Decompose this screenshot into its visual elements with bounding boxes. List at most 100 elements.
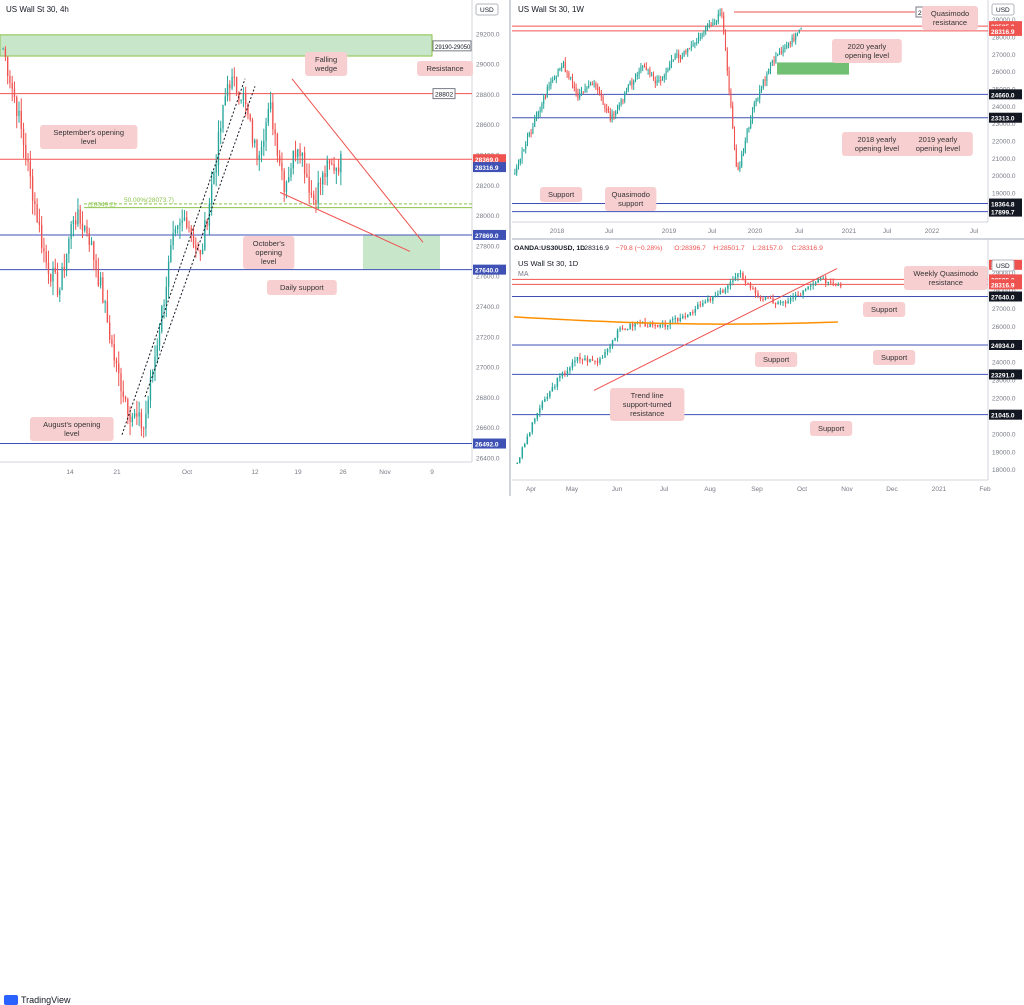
candle-body <box>564 372 566 374</box>
level-tag: 21045.0 <box>991 413 1015 420</box>
annotation-2018-open-bg <box>842 132 912 156</box>
chart-1w[interactable]: 29000.028000.027000.026000.025000.024000… <box>512 0 1024 238</box>
candle-body <box>555 76 557 79</box>
candle-body <box>570 76 572 78</box>
candle-body <box>727 285 729 290</box>
annotation-quasimodo-res: Quasimodo <box>931 9 969 18</box>
candle-body <box>604 104 606 109</box>
annotation-weekly-qm: resistance <box>929 278 963 287</box>
x-tick-label: 2021 <box>932 486 947 493</box>
candle-body <box>726 50 728 71</box>
candle-body <box>789 298 792 302</box>
candle-body <box>9 76 11 84</box>
candle-body <box>559 69 561 71</box>
wedge-upper <box>291 78 424 243</box>
x-tick-label: Jul <box>970 228 979 235</box>
candle-body <box>786 45 788 48</box>
candle-body <box>751 109 754 121</box>
candle-body <box>729 281 732 286</box>
candle-body <box>622 100 624 102</box>
annotation-oct-open: October's <box>253 239 285 248</box>
candle-body <box>34 200 36 205</box>
candle-body <box>749 282 752 288</box>
chart-4h[interactable]: 29200.029000.028800.028600.028400.028200… <box>0 0 508 496</box>
candle-body <box>601 357 604 359</box>
candle-body <box>757 293 759 297</box>
annotation-aug-open: August's opening <box>43 420 100 429</box>
level-tag-bg <box>989 206 1022 217</box>
ohlc-value: −79.8 (−0.28%) <box>616 245 663 252</box>
candle-body <box>111 339 113 345</box>
candle-body <box>521 151 523 159</box>
candle-body <box>59 289 61 295</box>
candle-body <box>676 317 679 322</box>
candle-body <box>649 69 651 76</box>
candle-body <box>544 398 546 402</box>
chart-1d[interactable]: 29000.028000.027000.026000.025000.024000… <box>512 240 1024 496</box>
annotation-oct-open: level <box>261 257 277 266</box>
x-tick-label: 2021 <box>842 228 857 235</box>
annotation-falling-wedge-bg <box>305 52 348 76</box>
candle-body <box>755 98 757 104</box>
candle-body <box>13 88 16 98</box>
candle-body <box>777 302 779 305</box>
candle-body <box>684 316 687 318</box>
candle-body <box>586 358 589 362</box>
candle-body <box>167 261 170 287</box>
candle-body <box>25 145 27 160</box>
annotation-2020-open: 2020 yearly <box>848 42 887 51</box>
candle-body <box>703 30 705 34</box>
level-tag-bg <box>473 162 506 173</box>
candle-body <box>798 29 800 33</box>
candle-body <box>795 33 797 41</box>
candle-body <box>36 204 38 222</box>
y-tick-label: 29000.0 <box>476 62 500 69</box>
x-tick-label: 14 <box>66 469 74 476</box>
candle-body <box>702 303 704 306</box>
candle-body <box>283 170 285 193</box>
candle-body <box>624 329 626 331</box>
candle-body <box>535 116 538 119</box>
candle-body <box>699 36 701 38</box>
candle-body <box>589 83 592 86</box>
candle-body <box>331 163 333 165</box>
annotation-aug-open-bg <box>30 417 114 441</box>
candle-body <box>566 71 568 73</box>
candle-body <box>658 79 660 81</box>
y-tick-label: 26000.0 <box>992 324 1016 331</box>
x-tick-label: 12 <box>251 469 259 476</box>
supply-zone <box>0 34 433 57</box>
candle-body <box>548 86 550 88</box>
candle-body <box>614 337 616 341</box>
x-tick-label: Aug <box>704 486 716 493</box>
annotation-2018-open: 2018 yearly <box>858 135 897 144</box>
candle-body <box>616 330 619 338</box>
x-tick-label: Feb <box>979 486 991 493</box>
candle-body <box>269 102 272 110</box>
level-tag: 27640.0 <box>475 268 499 275</box>
annotation-resistance-bg <box>417 61 473 76</box>
candle-body <box>719 13 721 15</box>
level-tag-bg <box>989 339 1022 350</box>
annotation-support: Support <box>818 424 845 433</box>
annotation-weekly-qm-bg <box>904 266 988 290</box>
candle-body <box>584 358 586 360</box>
candle-body <box>526 136 529 145</box>
candle-body <box>45 251 47 263</box>
annotation-oct-open-bg <box>243 236 295 269</box>
candle-body <box>556 378 559 387</box>
candle-body <box>735 148 737 167</box>
candle-body <box>186 217 188 228</box>
y-tick-label: 24000.0 <box>992 360 1016 367</box>
ohlc-value: C:28316.9 <box>792 245 824 252</box>
candle-body <box>222 105 224 129</box>
candle-body <box>544 96 547 98</box>
candle-body <box>579 93 581 98</box>
candle-body <box>102 277 104 303</box>
tradingview-logo[interactable]: TradingView <box>4 995 71 1005</box>
candle-body <box>616 109 619 112</box>
candle-body <box>267 109 270 123</box>
trendline-dotted <box>144 86 256 398</box>
level-tag: 24660.0 <box>991 92 1015 99</box>
candle-body <box>679 58 682 60</box>
